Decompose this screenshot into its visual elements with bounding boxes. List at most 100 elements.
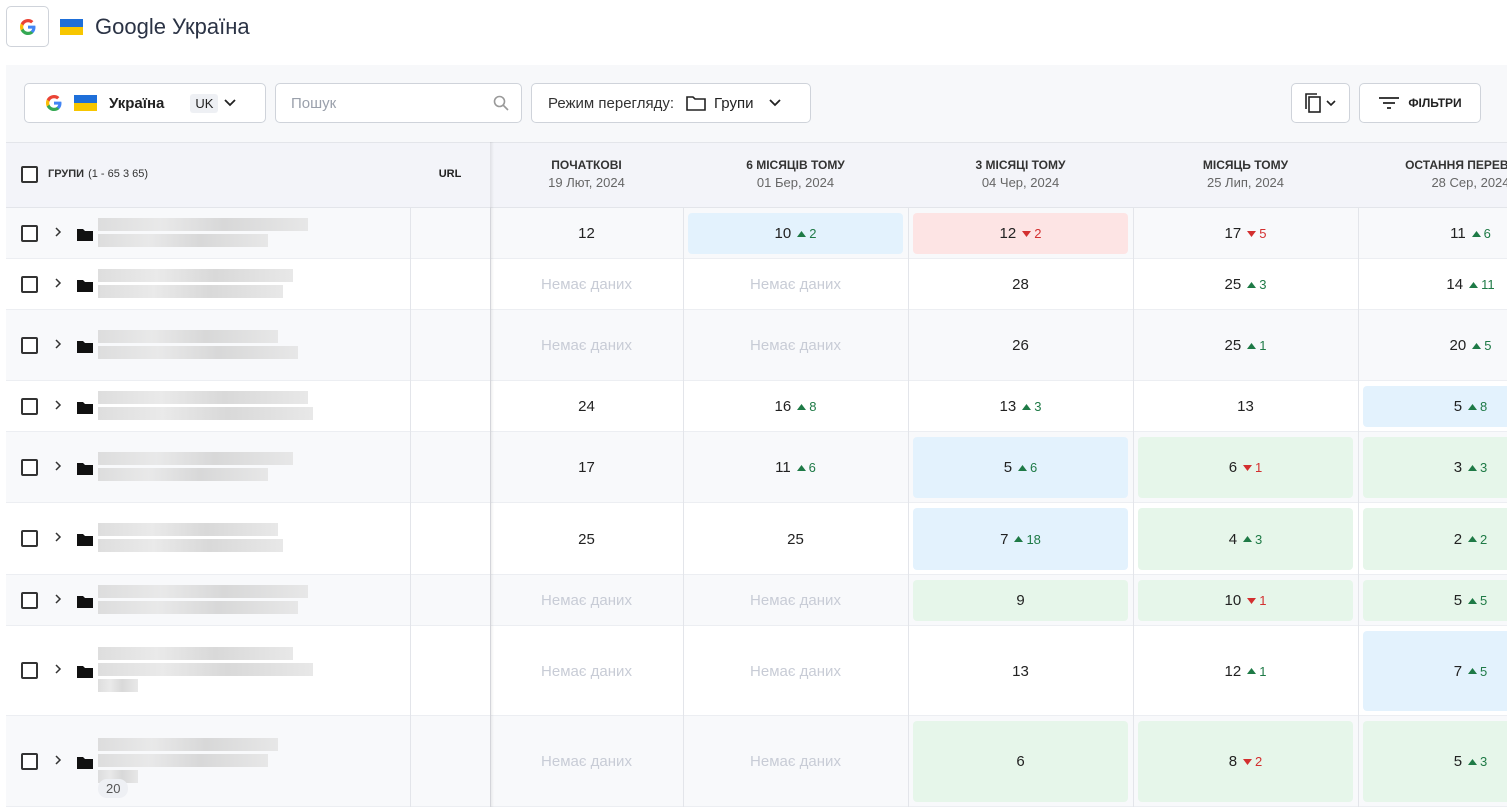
- position-value: 28: [1012, 276, 1029, 293]
- column-title: ОСТАННЯ ПЕРЕВІРКА: [1405, 158, 1507, 172]
- copy-button[interactable]: [1291, 83, 1350, 123]
- folder-icon: [686, 96, 706, 111]
- checkbox[interactable]: [21, 752, 38, 770]
- checkbox[interactable]: [21, 224, 38, 242]
- filters-button[interactable]: ФІЛЬТРИ: [1359, 83, 1481, 123]
- cell-border: [1358, 208, 1507, 259]
- cell-border: [683, 503, 908, 575]
- position-cell: Немає даних: [490, 310, 683, 381]
- search-input[interactable]: Пошук: [275, 83, 522, 123]
- trend-arrow: [1472, 342, 1482, 349]
- folder-icon: [77, 340, 93, 353]
- column-date: 28 Сер, 2024: [1431, 175, 1507, 190]
- position-cell: 25: [683, 503, 908, 575]
- chevron: [769, 99, 782, 107]
- expand-icon[interactable]: [54, 399, 62, 410]
- position-cell: 26: [908, 310, 1133, 381]
- position-change: 3: [1243, 532, 1262, 547]
- table-row: 20 Немає даних Немає даних 6 8 2 5 3: [6, 716, 1507, 807]
- position-value: 25: [578, 530, 595, 548]
- logo-button[interactable]: [6, 6, 49, 47]
- position-cell: 12: [490, 208, 683, 259]
- position-value: 12: [1224, 662, 1242, 680]
- change-value: 18: [1026, 531, 1041, 547]
- cell-border: [490, 381, 683, 432]
- checkbox[interactable]: [21, 458, 38, 476]
- folder-icon: [77, 401, 93, 414]
- cell-border: [1133, 575, 1358, 626]
- url-cell: [410, 503, 490, 575]
- checkbox[interactable]: [21, 166, 38, 183]
- position-value: 5: [1453, 592, 1463, 609]
- url-cell: [410, 310, 490, 381]
- position-change: 1: [1247, 593, 1266, 608]
- position-value: 6: [1228, 459, 1238, 476]
- change-value: 3: [1034, 399, 1042, 414]
- expand-icon[interactable]: [54, 460, 62, 471]
- change-value: 2: [809, 226, 817, 241]
- position-cell: 24: [490, 381, 683, 432]
- google-logo: [19, 18, 35, 35]
- change-value: 5: [1480, 663, 1488, 679]
- expand-icon[interactable]: [54, 754, 62, 765]
- change-value: 5: [1484, 338, 1492, 353]
- expand-icon[interactable]: [54, 226, 62, 237]
- checkbox[interactable]: [21, 662, 38, 679]
- position-change: 8: [1468, 399, 1487, 414]
- blurred-name: [98, 233, 268, 247]
- expand-icon[interactable]: [54, 664, 62, 674]
- view-mode-select[interactable]: Режим перегляду: Групи: [531, 83, 811, 123]
- table-row: 25 25 7 18 4 3 2 2: [6, 503, 1507, 575]
- cell-border: [490, 310, 683, 381]
- page-title: Google Україна: [95, 14, 250, 39]
- cell-border: [1133, 716, 1358, 807]
- position-value: 7: [1453, 662, 1463, 680]
- checkbox[interactable]: [21, 530, 38, 547]
- blurred-name: [98, 345, 298, 359]
- blurred-name: [98, 663, 313, 676]
- trend-arrow: [1243, 758, 1253, 765]
- position-cell: 6: [913, 721, 1128, 802]
- no-data: Немає даних: [750, 337, 841, 354]
- cell-border: [908, 208, 1133, 259]
- cell-border: [1133, 381, 1358, 432]
- expand-icon[interactable]: [54, 277, 62, 288]
- position-cell: 12 2: [913, 213, 1128, 254]
- expand-icon[interactable]: [54, 532, 62, 542]
- checkbox[interactable]: [21, 591, 38, 609]
- position-change: 3: [1022, 399, 1041, 414]
- change-value: 3: [1255, 531, 1263, 547]
- position-value: 3: [1453, 459, 1463, 476]
- flag: [60, 19, 83, 35]
- folder-icon: [77, 756, 93, 769]
- checkbox[interactable]: [21, 336, 38, 354]
- position-change: 5: [1472, 338, 1491, 353]
- no-data: Немає даних: [541, 753, 632, 770]
- change-value: 1: [1255, 460, 1263, 475]
- position-change: 11: [1469, 277, 1495, 292]
- cell-border: [908, 259, 1133, 310]
- trend-arrow: [797, 230, 807, 237]
- trend-arrow: [796, 464, 806, 471]
- position-cell: 13: [1133, 381, 1358, 432]
- checkbox[interactable]: [21, 275, 38, 293]
- country-select[interactable]: Україна UK: [24, 83, 266, 123]
- expand-icon[interactable]: [54, 338, 62, 349]
- no-data: Немає даних: [750, 662, 841, 680]
- header-row: [6, 142, 1507, 208]
- blurred-name: [98, 647, 293, 660]
- cell-border: [683, 310, 908, 381]
- column-date: 19 Лют, 2024: [548, 175, 625, 190]
- checkbox[interactable]: [21, 397, 38, 415]
- position-value: 13: [1237, 398, 1254, 415]
- position-change: 2: [1468, 532, 1487, 547]
- change-value: 2: [1034, 226, 1042, 241]
- folder-icon: [77, 279, 93, 292]
- expand-icon[interactable]: [54, 593, 62, 604]
- change-value: 1: [1259, 338, 1267, 353]
- position-value: 6: [1016, 753, 1025, 770]
- position-cell: 7 18: [913, 508, 1128, 570]
- change-value: 5: [1259, 226, 1267, 241]
